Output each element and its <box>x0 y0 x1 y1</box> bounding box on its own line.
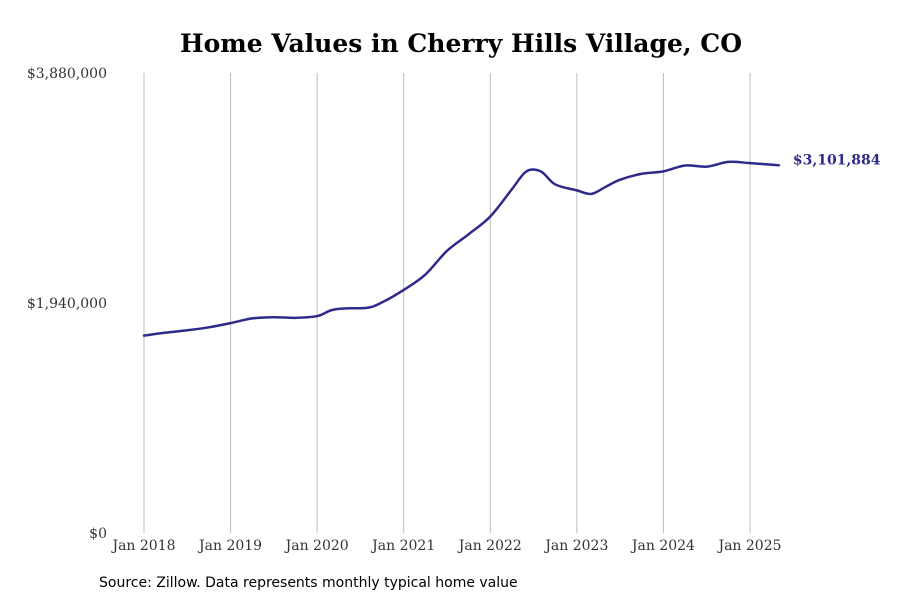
grid-layer <box>143 73 751 533</box>
source-note: Source: Zillow. Data represents monthly … <box>99 575 518 591</box>
x-tick-label: Jan 2020 <box>284 538 349 554</box>
series-end-label: $3,101,884 <box>793 152 881 168</box>
y-tick-label: $0 <box>89 526 107 542</box>
series-layer: $3,101,884 <box>142 152 881 337</box>
x-tick-label: Jan 2025 <box>716 538 781 554</box>
x-tick-label: Jan 2019 <box>197 538 262 554</box>
series-line-0 <box>142 160 781 337</box>
x-tick-label: Jan 2018 <box>110 538 175 554</box>
y-tick-label: $3,880,000 <box>27 66 107 82</box>
y-axis: $0 $1,940,000 $3,880,000 <box>27 66 107 542</box>
chart-title: Home Values in Cherry Hills Village, CO <box>180 29 742 58</box>
x-tick-label: Jan 2022 <box>457 538 522 554</box>
x-tick-label: Jan 2021 <box>370 538 435 554</box>
x-axis: Jan 2018 Jan 2019 Jan 2020 Jan 2021 Jan 2022… <box>110 538 781 554</box>
x-tick-label: Jan 2023 <box>543 538 608 554</box>
y-tick-label: $1,940,000 <box>27 296 107 312</box>
x-tick-label: Jan 2024 <box>630 538 695 554</box>
